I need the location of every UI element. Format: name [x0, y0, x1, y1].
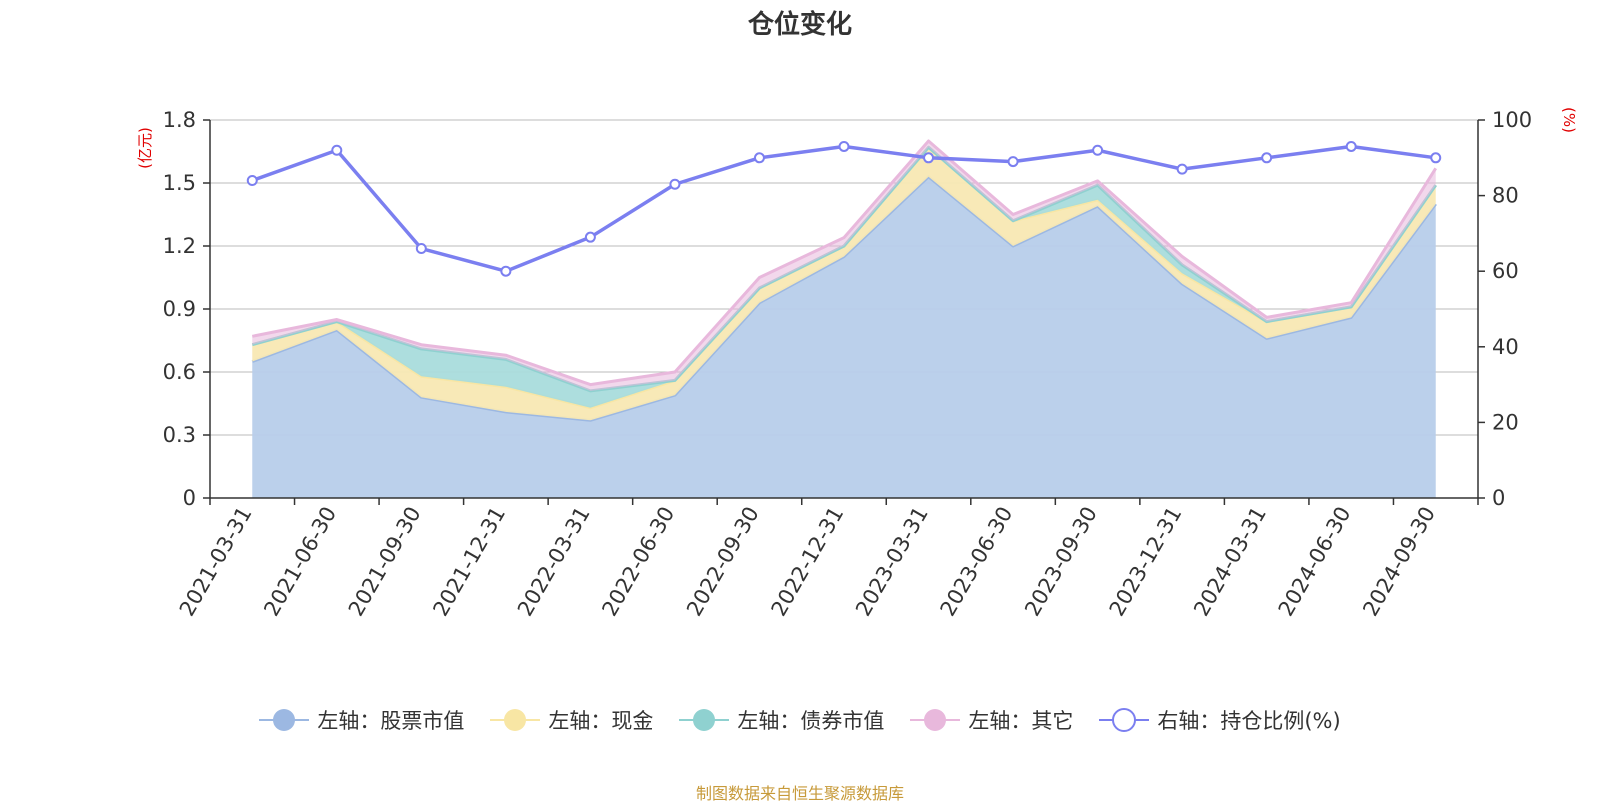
right-axis-tick-label: 20 [1492, 410, 1519, 434]
left-axis-name: (亿元) [136, 127, 154, 169]
ratio-point [753, 152, 765, 164]
right-axis-tick-label: 100 [1492, 108, 1532, 132]
ratio-point [584, 231, 596, 243]
x-axis-tick-label: 2023-09-30 [1020, 503, 1102, 621]
x-axis-tick-label: 2023-12-31 [1105, 503, 1187, 621]
legend-stock-marker-icon [259, 709, 310, 731]
ratio-point [331, 144, 343, 156]
chart-title: 仓位变化 [747, 10, 852, 40]
x-axis-tick-label: 2021-06-30 [259, 503, 341, 621]
ratio-point [246, 174, 258, 186]
line-other [251, 139, 1437, 387]
x-axis-tick-label: 2024-03-31 [1189, 503, 1271, 621]
left-axis-tick-label: 0.3 [163, 423, 196, 447]
ratio-point [1261, 152, 1273, 164]
x-axis-tick-label: 2022-12-31 [767, 503, 849, 621]
left-axis-tick-label: 1.5 [163, 171, 196, 195]
ratio-point [1092, 144, 1104, 156]
ratio-point [838, 140, 850, 152]
legend-ratio-marker-icon [1099, 708, 1150, 732]
area-stock [252, 176, 1436, 498]
x-axis-tick-label: 2024-06-30 [1274, 503, 1356, 621]
left-axis-tick-label: 0.9 [163, 297, 196, 321]
legend-ratio-label: 右轴：持仓比例(%) [1157, 709, 1341, 733]
right-axis-tick-label: 80 [1492, 184, 1519, 208]
legend-cash-label: 左轴：现金 [548, 709, 654, 733]
ratio-point [415, 243, 427, 255]
legend-item-cash[interactable]: 左轴：现金 [490, 705, 653, 735]
legend-bond-marker-icon [679, 709, 730, 731]
legend-stock-label: 左轴：股票市值 [317, 709, 465, 733]
x-axis-tick-label: 2024-09-30 [1358, 503, 1440, 621]
right-axis-name: (%) [1560, 107, 1578, 133]
ratio-point [923, 152, 935, 164]
right-axis-tick-label: 40 [1492, 335, 1519, 359]
ratio-point [500, 265, 512, 277]
left-axis-tick-label: 0 [183, 486, 196, 510]
left-axis-tick-label: 0.6 [163, 360, 196, 384]
legend-bond-label: 左轴：债券市值 [737, 709, 885, 733]
x-axis-tick-label: 2021-09-30 [344, 503, 426, 621]
right-axis-tick-label: 60 [1492, 259, 1519, 283]
left-axis-tick-label: 1.2 [163, 234, 196, 258]
legend-item-bond[interactable]: 左轴：债券市值 [679, 705, 884, 735]
legend-item-other[interactable]: 左轴：其它 [910, 705, 1073, 735]
legend-other-marker-icon [910, 709, 961, 731]
x-axis-tick-label: 2022-06-30 [597, 503, 679, 621]
left-axis-tick-label: 1.8 [163, 108, 196, 132]
legend-cash-marker-icon [490, 709, 541, 731]
ratio-point [669, 178, 681, 190]
ratio-point [1345, 140, 1357, 152]
x-axis-tick-label: 2021-12-31 [428, 503, 510, 621]
x-axis-tick-label: 2022-03-31 [513, 503, 595, 621]
right-axis-tick-label: 0 [1492, 486, 1505, 510]
legend-item-stock[interactable]: 左轴：股票市值 [259, 705, 464, 735]
ratio-point [1430, 152, 1442, 164]
x-axis-tick-label: 2023-03-31 [851, 503, 933, 621]
x-axis-tick-label: 2022-09-30 [682, 503, 764, 621]
x-axis-tick-label: 2021-03-31 [175, 503, 257, 621]
legend-item-ratio[interactable]: 右轴：持仓比例(%) [1099, 705, 1341, 735]
ratio-point [1007, 156, 1019, 168]
ratio-point [1176, 163, 1188, 175]
source-note: 制图数据来自恒生聚源数据库 [695, 784, 904, 803]
x-axis-tick-label: 2023-06-30 [936, 503, 1018, 621]
chart-legend: 左轴：股票市值 左轴：现金 左轴：债券市值 左轴：其它 右轴：持仓比例(%) [0, 705, 1600, 735]
legend-other-label: 左轴：其它 [968, 709, 1074, 733]
